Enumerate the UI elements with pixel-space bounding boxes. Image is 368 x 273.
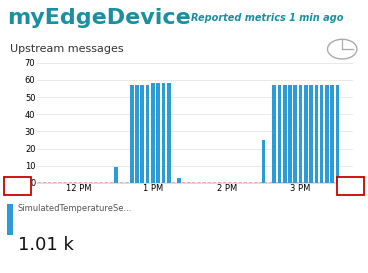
Bar (162, 83, 165, 183)
Text: SimulatedTemperatureSe...: SimulatedTemperatureSe... (18, 204, 132, 213)
Bar (288, 85, 292, 183)
Bar (130, 85, 134, 183)
Text: Reported metrics 1 min ago: Reported metrics 1 min ago (191, 13, 344, 23)
Bar (315, 85, 318, 183)
Polygon shape (341, 181, 360, 192)
Text: myEdgeDevice: myEdgeDevice (7, 8, 191, 28)
Bar (141, 85, 144, 183)
Bar (336, 85, 339, 183)
Bar (156, 83, 160, 183)
Bar (309, 85, 313, 183)
Bar (151, 83, 155, 183)
Bar (330, 85, 334, 183)
Bar (304, 85, 308, 183)
Text: Upstream messages: Upstream messages (10, 44, 123, 54)
Bar (114, 167, 118, 183)
Bar (272, 85, 276, 183)
Bar (262, 140, 265, 183)
Bar (283, 85, 287, 183)
Text: 1.01 k: 1.01 k (18, 236, 74, 254)
Bar (293, 85, 297, 183)
Bar (167, 83, 170, 183)
Bar (177, 178, 181, 183)
Polygon shape (8, 181, 27, 192)
Bar (325, 85, 329, 183)
Bar (7, 204, 13, 235)
Bar (135, 85, 139, 183)
Bar (320, 85, 323, 183)
Bar (146, 85, 149, 183)
Bar (299, 85, 302, 183)
Bar (277, 85, 281, 183)
